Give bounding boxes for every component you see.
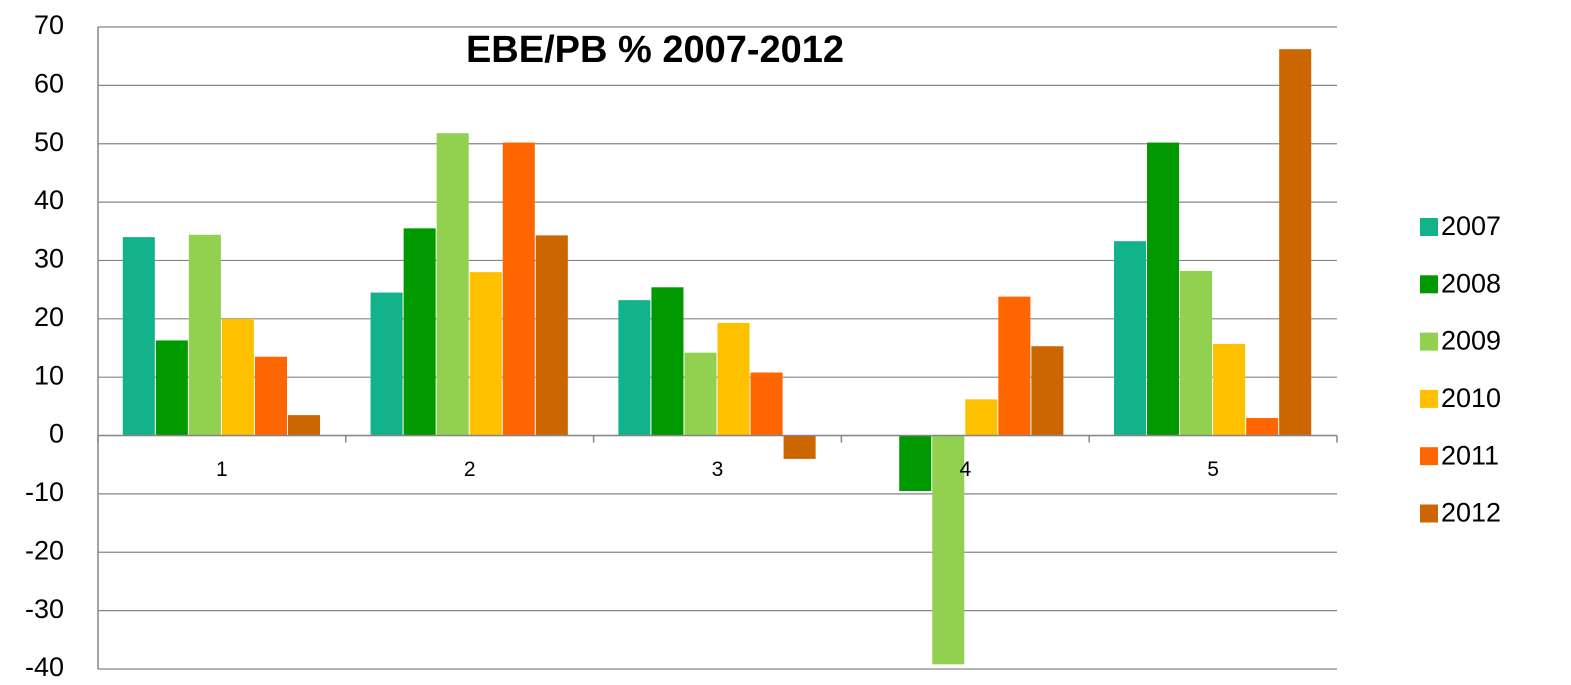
x-tick-label: 5 — [1207, 458, 1219, 481]
legend-label: 2009 — [1441, 326, 1501, 356]
legend-swatch — [1420, 389, 1438, 408]
legend-swatch — [1420, 332, 1438, 351]
x-tick-label: 1 — [216, 458, 228, 481]
y-tick-label: 50 — [34, 127, 64, 157]
legend-label: 2011 — [1441, 440, 1499, 470]
bar — [1031, 346, 1064, 436]
legend-label: 2007 — [1441, 211, 1501, 241]
bar — [783, 435, 816, 459]
bar — [618, 300, 651, 436]
legend-swatch — [1420, 447, 1438, 466]
bar — [221, 318, 254, 436]
bar — [1180, 270, 1213, 436]
y-tick-label: 60 — [34, 68, 64, 98]
y-tick-label: -10 — [25, 477, 64, 507]
y-tick-label: 40 — [34, 185, 64, 215]
x-tick-label: 4 — [959, 458, 971, 481]
bar — [1213, 343, 1246, 436]
bar — [717, 322, 750, 436]
bar — [932, 435, 965, 665]
bar — [436, 133, 469, 436]
legend-label: 2012 — [1441, 498, 1501, 528]
bar — [287, 415, 321, 436]
bar — [1147, 142, 1180, 436]
bar — [535, 235, 568, 436]
legend-label: 2008 — [1441, 268, 1501, 298]
y-tick-label: -40 — [25, 652, 64, 682]
y-tick-label: 0 — [49, 419, 64, 449]
legend-swatch — [1420, 504, 1438, 523]
legend-swatch — [1420, 218, 1438, 236]
bar — [1279, 49, 1312, 436]
bar — [750, 372, 783, 436]
bar — [502, 142, 535, 436]
bar — [469, 272, 502, 436]
y-tick-label: 20 — [34, 302, 64, 332]
y-tick-label: 70 — [34, 10, 64, 40]
bar — [998, 296, 1031, 436]
bar — [155, 340, 188, 436]
bar — [1113, 241, 1147, 436]
bar — [122, 237, 155, 436]
bar — [899, 435, 932, 491]
legend-swatch — [1420, 275, 1438, 294]
bar — [651, 287, 684, 436]
x-tick-label: 3 — [712, 458, 724, 481]
bar — [188, 234, 221, 436]
bar — [965, 399, 998, 436]
y-tick-label: -30 — [25, 594, 64, 624]
bar — [254, 356, 287, 436]
y-tick-label: 10 — [34, 360, 64, 390]
bar — [370, 292, 403, 436]
bar — [684, 352, 717, 436]
y-tick-label: 30 — [34, 244, 64, 274]
bar — [403, 228, 436, 436]
chart-title: EBE/PB % 2007-2012 — [466, 29, 844, 71]
legend-label: 2010 — [1441, 383, 1501, 413]
y-tick-label: -20 — [25, 535, 64, 565]
x-tick-label: 2 — [464, 458, 476, 481]
bar — [1246, 418, 1279, 436]
